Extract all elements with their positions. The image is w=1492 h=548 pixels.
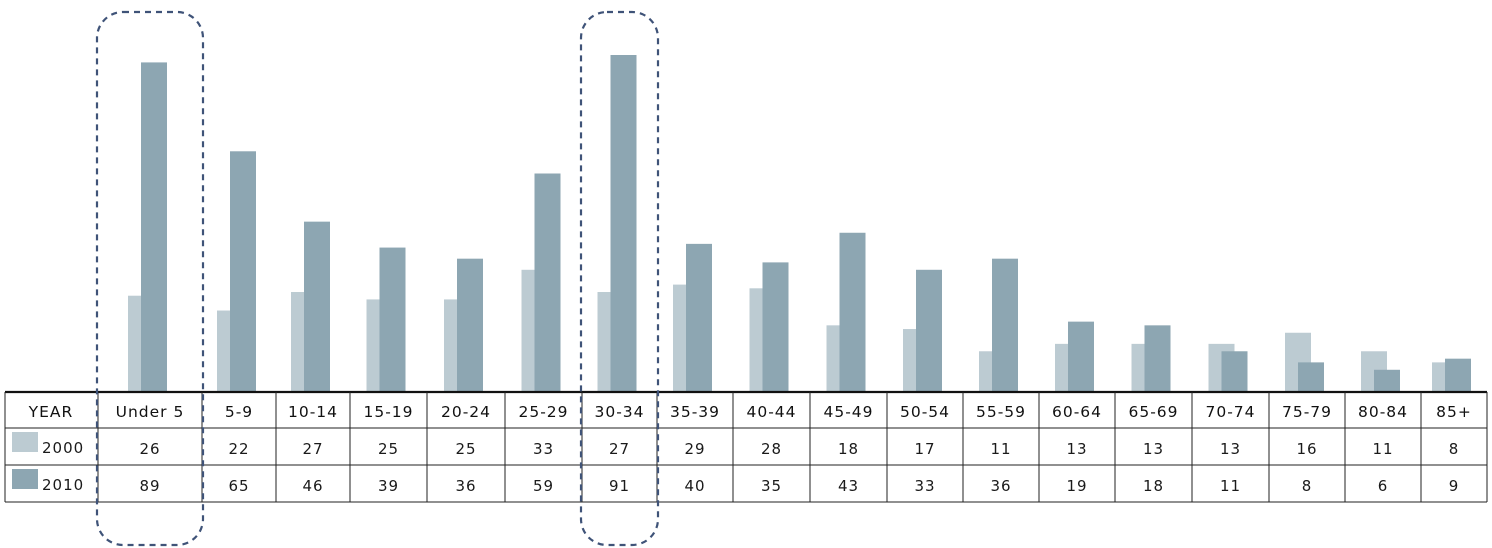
category-label-17: 85+ <box>1436 403 1472 421</box>
value-2000-6: 27 <box>609 440 630 458</box>
value-2010-17: 9 <box>1449 477 1460 495</box>
legend-swatch-2010 <box>12 469 38 489</box>
value-2000-1: 22 <box>228 440 249 458</box>
bar-2010-13 <box>1144 325 1171 392</box>
bar-2010-7 <box>686 243 712 392</box>
category-label-5: 25-29 <box>518 403 568 421</box>
value-2000-0: 26 <box>139 440 160 458</box>
bar-2010-17 <box>1445 358 1471 392</box>
bar-2010-3 <box>379 247 406 392</box>
legend-label-2000: 2000 <box>42 439 84 457</box>
value-2000-7: 29 <box>684 440 705 458</box>
table-header-year: YEAR <box>28 403 74 421</box>
value-2010-11: 36 <box>990 477 1011 495</box>
category-label-16: 80-84 <box>1358 403 1408 421</box>
value-2000-11: 11 <box>990 440 1011 458</box>
value-2000-17: 8 <box>1449 440 1460 458</box>
value-2010-4: 36 <box>455 477 476 495</box>
value-2010-14: 11 <box>1220 477 1241 495</box>
value-2010-1: 65 <box>228 477 249 495</box>
value-2000-2: 27 <box>302 440 323 458</box>
category-label-3: 15-19 <box>363 403 413 421</box>
bar-2010-5 <box>534 173 561 392</box>
value-2010-16: 6 <box>1378 477 1389 495</box>
bar-2010-8 <box>762 262 789 392</box>
bar-2010-1 <box>230 151 256 392</box>
value-2010-13: 18 <box>1143 477 1164 495</box>
value-2010-9: 43 <box>838 477 859 495</box>
bar-2010-4 <box>457 258 483 392</box>
value-2010-2: 46 <box>302 477 323 495</box>
value-2000-3: 25 <box>378 440 399 458</box>
category-label-11: 55-59 <box>976 403 1026 421</box>
category-label-6: 30-34 <box>594 403 644 421</box>
value-2010-8: 35 <box>761 477 782 495</box>
bar-2010-10 <box>916 269 942 392</box>
value-2010-10: 33 <box>914 477 935 495</box>
value-2000-5: 33 <box>533 440 554 458</box>
value-2010-0: 89 <box>139 477 160 495</box>
category-label-4: 20-24 <box>441 403 491 421</box>
bar-2010-0 <box>141 62 167 393</box>
value-2000-4: 25 <box>455 440 476 458</box>
legend-swatch-2000 <box>12 432 38 452</box>
data-table: YEAR Under 5 5-9 10-14 15-19 20-24 25-29 30-34 3… <box>4 390 1488 503</box>
highlight-frames <box>95 10 660 547</box>
category-label-10: 50-54 <box>900 403 950 421</box>
value-2010-7: 40 <box>684 477 705 495</box>
value-2010-5: 59 <box>533 477 554 495</box>
value-2000-13: 13 <box>1143 440 1164 458</box>
bar-2010-12 <box>1068 321 1094 392</box>
bar-2010-15 <box>1298 362 1324 392</box>
bar-2010-11 <box>992 258 1018 392</box>
category-label-7: 35-39 <box>670 403 720 421</box>
bar-2010-6 <box>610 55 637 392</box>
value-2000-14: 13 <box>1220 440 1241 458</box>
value-2010-15: 8 <box>1302 477 1313 495</box>
category-label-15: 75-79 <box>1282 403 1332 421</box>
value-2000-12: 13 <box>1066 440 1087 458</box>
category-label-8: 40-44 <box>746 403 796 421</box>
category-label-14: 70-74 <box>1205 403 1255 421</box>
value-2000-15: 16 <box>1296 440 1317 458</box>
bars-group <box>128 55 1471 393</box>
legend-label-2010: 2010 <box>42 476 84 494</box>
highlight-frame-0 <box>95 10 205 547</box>
category-label-2: 10-14 <box>288 403 338 421</box>
value-2000-16: 11 <box>1372 440 1393 458</box>
category-label-1: 5-9 <box>225 403 253 421</box>
bar-2010-16 <box>1374 369 1400 392</box>
bar-2010-2 <box>304 221 330 392</box>
value-2000-10: 17 <box>914 440 935 458</box>
value-2000-9: 18 <box>838 440 859 458</box>
category-label-9: 45-49 <box>823 403 873 421</box>
category-label-13: 65-69 <box>1128 403 1178 421</box>
bar-2010-9 <box>839 232 866 392</box>
bar-2010-14 <box>1221 351 1248 392</box>
value-2000-8: 28 <box>761 440 782 458</box>
value-2010-3: 39 <box>378 477 399 495</box>
highlight-frame-1 <box>579 10 660 547</box>
category-label-0: Under 5 <box>116 403 185 421</box>
value-2010-12: 19 <box>1066 477 1087 495</box>
value-2010-6: 91 <box>609 477 630 495</box>
category-label-12: 60-64 <box>1052 403 1102 421</box>
